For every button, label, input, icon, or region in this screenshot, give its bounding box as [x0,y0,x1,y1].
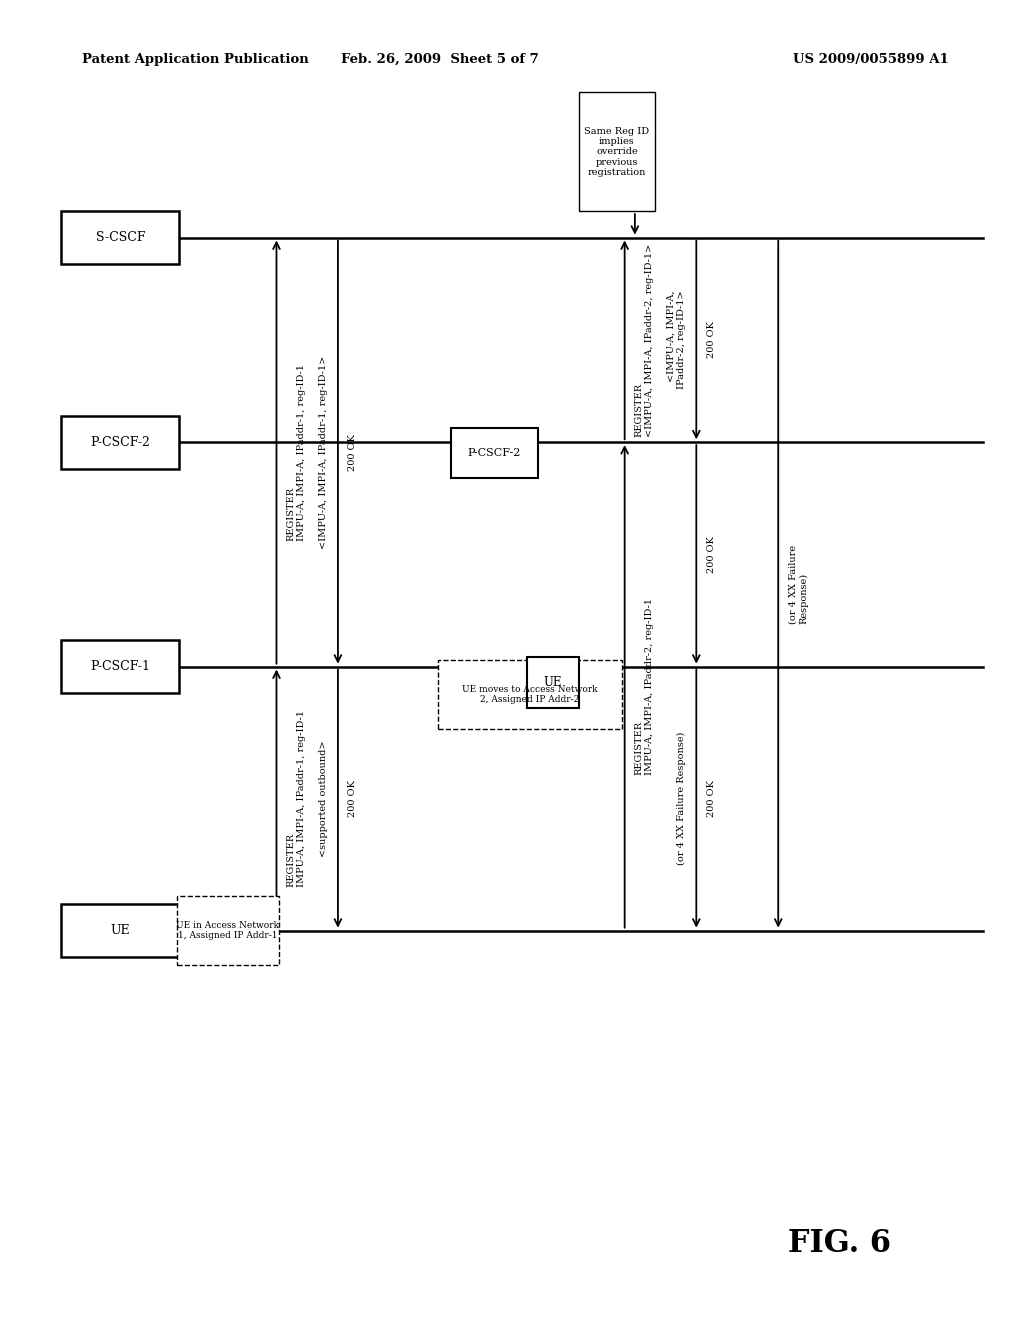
Text: REGISTER
IMPU-A, IMPI-A, IPaddr-1, reg-ID-1: REGISTER IMPU-A, IMPI-A, IPaddr-1, reg-I… [287,363,306,541]
FancyBboxPatch shape [177,896,279,965]
Text: P-CSCF-2: P-CSCF-2 [467,447,521,458]
Text: US 2009/0055899 A1: US 2009/0055899 A1 [793,53,948,66]
Text: REGISTER
<IMPU-A, IMPI-A, IPaddr-2, reg-ID-1>: REGISTER <IMPU-A, IMPI-A, IPaddr-2, reg-… [635,243,654,437]
Text: UE: UE [111,924,130,937]
Text: 200 OK: 200 OK [348,780,357,817]
Bar [61,904,179,957]
Text: Patent Application Publication: Patent Application Publication [82,53,308,66]
Text: UE: UE [544,676,562,689]
Bar [527,657,579,708]
Text: P-CSCF-2: P-CSCF-2 [90,436,151,449]
Text: Same Reg ID
implies
override
previous
registration: Same Reg ID implies override previous re… [585,127,649,177]
Text: <IMPU-A, IMPI-A,
IPaddr-2, reg-ID-1>: <IMPU-A, IMPI-A, IPaddr-2, reg-ID-1> [667,290,686,389]
Text: 200 OK: 200 OK [348,434,357,470]
Bar [579,92,655,211]
Text: UE in Access Network
1, Assigned IP Addr-1: UE in Access Network 1, Assigned IP Addr… [176,921,280,940]
Bar [61,211,179,264]
Text: Feb. 26, 2009  Sheet 5 of 7: Feb. 26, 2009 Sheet 5 of 7 [341,53,540,66]
Text: FIG. 6: FIG. 6 [788,1228,891,1259]
Text: 200 OK: 200 OK [707,536,716,573]
Text: S-CSCF: S-CSCF [95,231,145,244]
Bar [451,428,538,478]
Text: 200 OK: 200 OK [707,322,716,358]
Text: REGISTER
IMPU-A, IMPI-A, IPaddr-2, reg-ID-1: REGISTER IMPU-A, IMPI-A, IPaddr-2, reg-I… [635,598,654,775]
Bar [61,640,179,693]
Text: (or 4 XX Failure
Response): (or 4 XX Failure Response) [788,545,808,623]
Text: UE moves to Access Network
2, Assigned IP Addr-2: UE moves to Access Network 2, Assigned I… [462,685,598,704]
Bar [61,416,179,469]
Text: <supported outbound>: <supported outbound> [318,741,328,857]
Text: 200 OK: 200 OK [707,780,716,817]
Text: REGISTER
IMPU-A, IMPI-A, IPaddr-1, reg-ID-1: REGISTER IMPU-A, IMPI-A, IPaddr-1, reg-I… [287,710,306,887]
Text: P-CSCF-1: P-CSCF-1 [90,660,151,673]
Text: (or 4 XX Failure Response): (or 4 XX Failure Response) [677,731,686,866]
Text: <IMPU-A, IMPI-A, IPaddr-1, reg-ID-1>: <IMPU-A, IMPI-A, IPaddr-1, reg-ID-1> [318,355,328,549]
FancyBboxPatch shape [438,660,622,729]
